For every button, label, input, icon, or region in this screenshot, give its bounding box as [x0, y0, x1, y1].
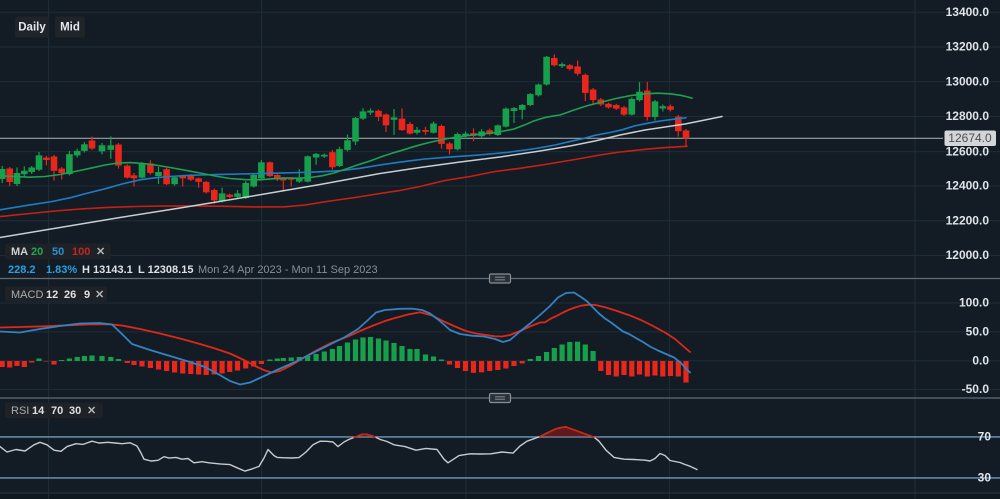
- svg-text:12600.0: 12600.0: [946, 144, 990, 158]
- svg-text:Mon 24 Apr 2023 - Mon 11 Sep 2: Mon 24 Apr 2023 - Mon 11 Sep 2023: [198, 264, 378, 276]
- svg-text:70: 70: [51, 405, 63, 417]
- svg-text:12000.0: 12000.0: [946, 248, 990, 262]
- svg-text:H 13143.1: H 13143.1: [82, 264, 133, 276]
- svg-text:12200.0: 12200.0: [946, 213, 990, 227]
- svg-text:12674.0: 12674.0: [948, 131, 992, 145]
- svg-text:26: 26: [64, 289, 76, 301]
- svg-text:✕: ✕: [87, 405, 96, 417]
- svg-text:70: 70: [978, 430, 992, 444]
- svg-text:50.0: 50.0: [966, 325, 990, 339]
- svg-text:RSI: RSI: [11, 405, 29, 417]
- svg-text:30: 30: [978, 471, 992, 485]
- svg-text:Mid: Mid: [60, 22, 80, 34]
- svg-text:30: 30: [69, 405, 81, 417]
- svg-text:20: 20: [31, 246, 43, 258]
- svg-text:100.0: 100.0: [959, 296, 989, 310]
- svg-text:13400.0: 13400.0: [946, 5, 990, 19]
- svg-text:MA: MA: [11, 246, 28, 258]
- svg-text:L 12308.15: L 12308.15: [138, 264, 193, 276]
- svg-text:Daily: Daily: [18, 22, 46, 34]
- svg-text:100: 100: [72, 246, 90, 258]
- svg-text:0.0: 0.0: [972, 353, 989, 367]
- svg-text:13200.0: 13200.0: [946, 40, 990, 54]
- svg-text:14: 14: [32, 405, 45, 417]
- svg-text:-50.0: -50.0: [962, 382, 990, 396]
- svg-text:50: 50: [52, 246, 64, 258]
- svg-text:13000.0: 13000.0: [946, 74, 990, 88]
- svg-text:1.83%: 1.83%: [46, 264, 77, 276]
- svg-text:✕: ✕: [96, 246, 105, 258]
- svg-text:12: 12: [46, 289, 58, 301]
- svg-text:MACD: MACD: [11, 289, 43, 301]
- svg-text:✕: ✕: [95, 289, 104, 301]
- svg-text:12800.0: 12800.0: [946, 109, 990, 123]
- svg-text:9: 9: [84, 289, 90, 301]
- svg-text:12400.0: 12400.0: [946, 179, 990, 193]
- svg-text:228.2: 228.2: [8, 264, 36, 276]
